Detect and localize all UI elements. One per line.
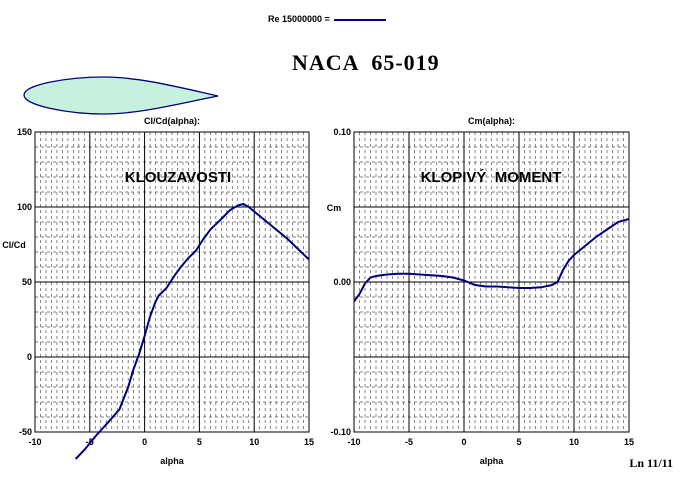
y-tick-label: 0.00 xyxy=(333,277,351,287)
page-number: Ln 11/11 xyxy=(629,456,673,470)
x-tick-label: 0 xyxy=(142,437,147,447)
series-line xyxy=(74,202,309,460)
chart-main-title: NACA 65-019 xyxy=(292,50,440,75)
y-tick-label: 50 xyxy=(22,277,32,287)
x-tick-label: 10 xyxy=(249,437,259,447)
plot-frame xyxy=(34,131,310,433)
x-axis-label: alpha xyxy=(480,456,505,466)
y-tick-label: -0.10 xyxy=(330,427,351,437)
x-axis-label: alpha xyxy=(160,456,185,466)
chart-title: Cl/Cd(alpha): xyxy=(144,116,200,126)
chart-title: Cm(alpha): xyxy=(468,116,515,126)
x-tick-label: 15 xyxy=(304,437,314,447)
y-tick-label: 0 xyxy=(27,352,32,362)
x-tick-label: 5 xyxy=(516,437,521,447)
x-tick-label: 10 xyxy=(569,437,579,447)
airfoil-profile-image xyxy=(23,76,219,115)
x-tick-label: -5 xyxy=(405,437,413,447)
x-tick-label: 15 xyxy=(624,437,634,447)
y-tick-label: -50 xyxy=(19,427,32,437)
plot-frame xyxy=(353,131,630,433)
chart-annotation: KLOPIVÝ MOMENT xyxy=(421,168,562,186)
y-tick-label: 0.10 xyxy=(333,127,351,137)
x-tick-label: 5 xyxy=(197,437,202,447)
legend: Re 15000000 = xyxy=(268,14,387,24)
series-line xyxy=(354,218,629,303)
legend-series-line xyxy=(334,18,387,21)
legend-label: Re 15000000 = xyxy=(268,14,330,24)
chart-annotation: KLOUZAVOSTI xyxy=(125,169,231,186)
x-tick-label: 0 xyxy=(461,437,466,447)
x-tick-label: -10 xyxy=(28,437,41,447)
y-axis-label: Cl/Cd xyxy=(2,240,26,250)
y-axis-label: Cm xyxy=(327,203,342,213)
y-tick-label: 150 xyxy=(17,127,32,137)
y-tick-label: 100 xyxy=(17,202,32,212)
x-tick-label: -10 xyxy=(347,437,360,447)
